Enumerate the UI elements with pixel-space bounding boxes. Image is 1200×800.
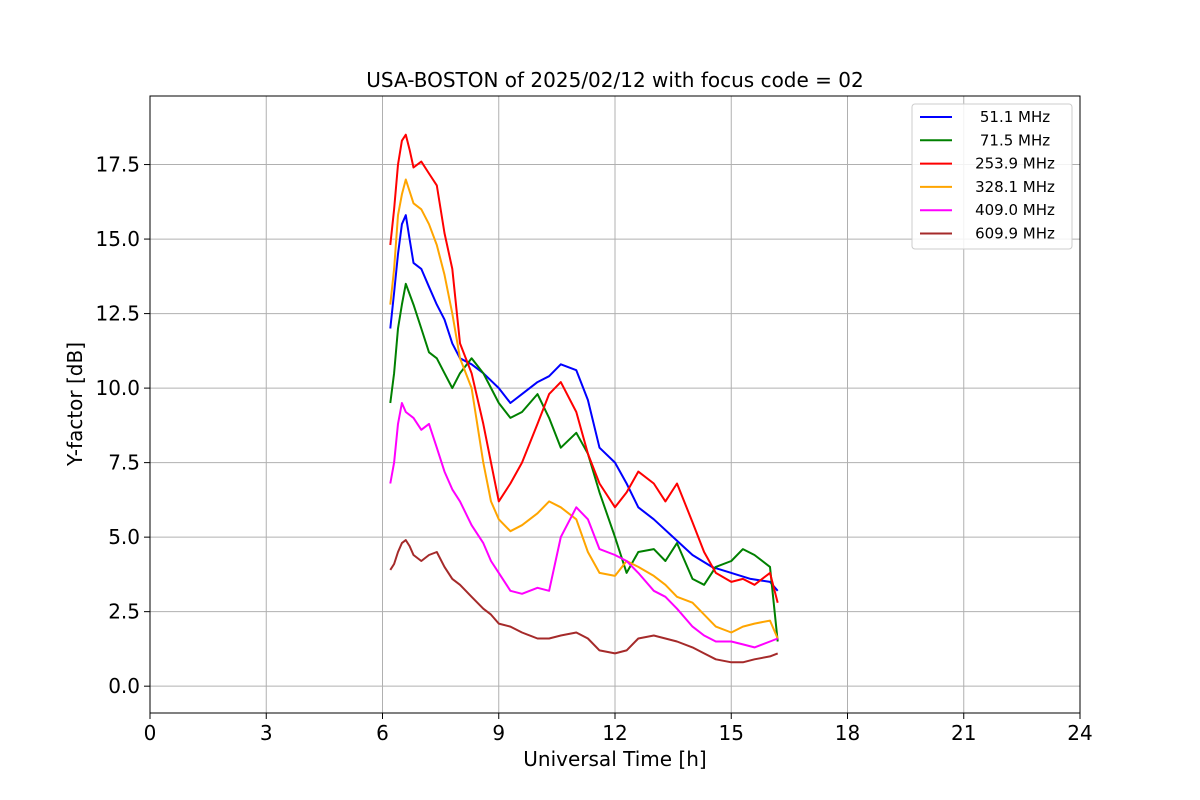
series-line [389,539,779,664]
legend-label: 609.9 MHz [975,225,1055,243]
x-tick-label: 0 [144,721,157,745]
series-line [389,282,779,642]
legend-label: 71.5 MHz [980,131,1050,149]
y-tick-label: 17.5 [95,153,140,177]
y-tick-label: 2.5 [108,600,140,624]
y-axis-label: Y-factor [dB] [63,342,87,467]
chart-title: USA-BOSTON of 2025/02/12 with focus code… [366,68,863,92]
series-line [389,178,779,639]
x-axis-label: Universal Time [h] [523,747,706,771]
legend-label: 51.1 MHz [980,108,1050,126]
x-tick-label: 24 [1067,721,1092,745]
y-tick-label: 0.0 [108,674,140,698]
x-tick-label: 3 [260,721,273,745]
y-tick-label: 5.0 [108,525,140,549]
series-line [389,214,779,592]
series-layer [389,133,779,664]
x-tick-label: 21 [951,721,976,745]
series-line [389,133,779,603]
legend-label: 409.0 MHz [975,201,1055,219]
y-tick-label: 10.0 [95,376,140,400]
y-tick-label: 12.5 [95,302,140,326]
x-tick-label: 15 [719,721,744,745]
y-tick-label: 7.5 [108,451,140,475]
legend-label: 253.9 MHz [975,155,1055,173]
series-line [389,402,779,649]
x-tick-label: 18 [835,721,860,745]
x-tick-label: 12 [602,721,627,745]
y-axis-ticks: 0.0 2.5 5.0 7.5 10.0 12.5 15.0 17.5 [95,153,150,698]
legend-label: 328.1 MHz [975,178,1055,196]
legend: 51.1 MHz 71.5 MHz 253.9 MHz 328.1 MHz 409.0… [911,103,1073,250]
x-axis-ticks: 0 3 6 9 12 15 18 21 24 [144,713,1093,745]
x-tick-label: 6 [376,721,389,745]
y-tick-label: 15.0 [95,227,140,251]
x-tick-label: 9 [492,721,505,745]
